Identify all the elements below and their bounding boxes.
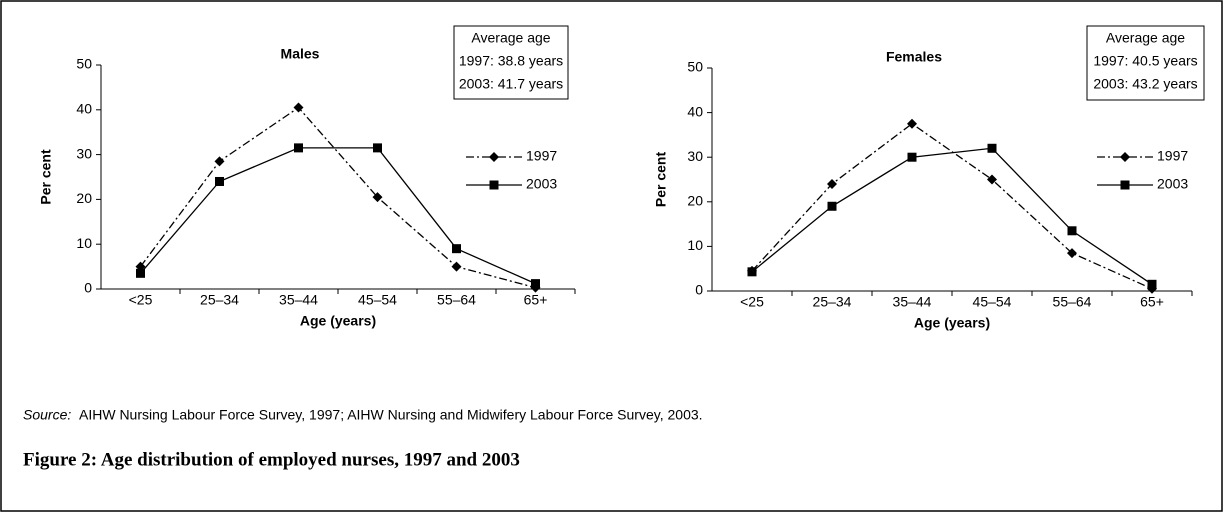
legend-label: 2003 — [526, 176, 557, 192]
y-tick-label: 10 — [687, 237, 703, 253]
x-tick-label: 35–44 — [893, 294, 932, 310]
marker — [373, 143, 382, 153]
annotation-box — [1086, 25, 1205, 101]
y-axis-label: Per cent — [38, 149, 54, 205]
annotation: 1997: 40.5 years — [1093, 53, 1197, 69]
marker — [489, 180, 499, 190]
x-tick-label: 65+ — [1140, 294, 1164, 310]
x-tick-label: 55–64 — [437, 292, 476, 308]
y-tick-label: 50 — [687, 59, 703, 75]
chart-title: Males — [281, 46, 320, 62]
x-tick-label: 25–34 — [813, 294, 852, 310]
series-line — [140, 147, 536, 285]
y-tick-label: 30 — [76, 145, 92, 161]
y-tick-label: 20 — [687, 193, 703, 209]
source-label: Source: — [23, 407, 71, 423]
figure-caption: Figure 2: Age distribution of employed n… — [23, 449, 520, 470]
annotation: Average age — [471, 30, 550, 46]
marker — [215, 176, 224, 186]
series-line — [751, 147, 1153, 285]
marker — [827, 178, 837, 189]
x-tick-label: <25 — [129, 292, 153, 308]
y-axis-label: Per cent — [653, 152, 669, 208]
x-tick-label: 45–54 — [358, 292, 397, 308]
annotation: 2003: 43.2 years — [1093, 76, 1197, 92]
marker — [372, 192, 383, 203]
marker — [293, 102, 304, 113]
marker — [1067, 248, 1077, 259]
marker — [987, 143, 997, 153]
y-tick-label: 30 — [687, 148, 703, 164]
x-tick-label: <25 — [740, 294, 764, 310]
legend-label: 1997 — [1157, 148, 1188, 164]
x-axis-label: Age (years) — [300, 313, 376, 329]
legend-label: 2003 — [1157, 176, 1188, 192]
marker — [1120, 152, 1130, 162]
x-axis-label: Age (years) — [914, 315, 990, 331]
marker — [214, 156, 225, 167]
x-tick-label: 25–34 — [200, 292, 239, 308]
marker — [1147, 279, 1157, 289]
chart-title: Females — [886, 49, 942, 65]
series-line — [751, 122, 1153, 290]
marker — [489, 152, 499, 162]
marker — [907, 152, 917, 162]
marker — [451, 261, 462, 272]
marker — [136, 268, 145, 278]
annotation: 2003: 41.7 years — [459, 76, 563, 92]
marker — [907, 118, 917, 129]
x-tick-label: 55–64 — [1053, 294, 1092, 310]
source: AIHW Nursing Labour Force Survey, 1997; … — [79, 407, 703, 423]
marker — [827, 201, 837, 211]
series-line — [139, 106, 536, 289]
x-tick-label: 65+ — [524, 292, 548, 308]
marker — [1067, 226, 1077, 236]
annotation: 1997: 38.8 years — [459, 53, 563, 69]
annotation-box — [453, 25, 569, 100]
marker — [294, 143, 303, 153]
y-tick-label: 50 — [76, 56, 92, 72]
annotation: Average age — [1106, 30, 1185, 46]
y-tick-label: 40 — [76, 101, 92, 117]
y-tick-label: 0 — [695, 282, 703, 298]
marker — [747, 267, 757, 277]
marker — [452, 244, 461, 254]
x-tick-label: 45–54 — [973, 294, 1012, 310]
y-tick-label: 10 — [76, 235, 92, 251]
legend-label: 1997 — [526, 148, 557, 164]
marker — [531, 279, 540, 289]
x-tick-label: 35–44 — [279, 292, 318, 308]
y-tick-label: 0 — [84, 280, 92, 296]
marker — [987, 174, 997, 185]
marker — [1120, 180, 1130, 190]
y-tick-label: 40 — [687, 103, 703, 119]
y-tick-label: 20 — [76, 190, 92, 206]
